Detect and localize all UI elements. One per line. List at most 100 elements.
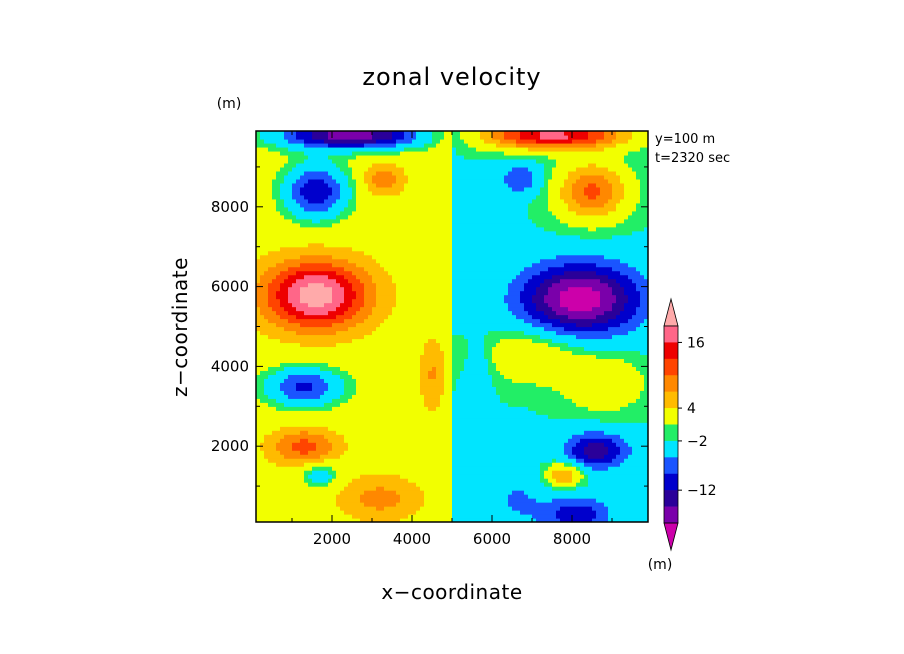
field-cell — [384, 498, 389, 503]
field-cell — [280, 194, 285, 200]
field-cell — [376, 382, 381, 387]
field-cell — [420, 178, 425, 184]
field-cell — [412, 458, 417, 463]
field-cell — [388, 506, 393, 511]
field-cell — [296, 362, 301, 367]
field-cell — [372, 302, 377, 308]
field-cell — [336, 486, 341, 491]
field-cell — [396, 494, 401, 499]
field-cell — [276, 182, 281, 188]
field-cell — [424, 382, 429, 387]
field-cell — [404, 238, 409, 244]
field-cell — [328, 314, 333, 320]
field-cell — [404, 174, 409, 180]
field-cell — [436, 498, 441, 503]
field-cell — [404, 194, 409, 200]
field-cell — [320, 282, 325, 288]
field-cell — [364, 162, 369, 168]
field-cell — [420, 222, 425, 228]
field-cell — [384, 482, 389, 487]
field-cell — [380, 326, 385, 332]
field-cell — [264, 474, 269, 479]
field-cell — [352, 394, 357, 399]
field-cell — [332, 258, 337, 264]
field-cell — [272, 158, 277, 164]
field-cell — [284, 274, 289, 280]
field-cell — [260, 158, 265, 164]
field-cell — [320, 502, 325, 507]
field-cell — [336, 402, 341, 407]
field-cell — [396, 218, 401, 224]
field-cell — [268, 190, 273, 196]
field-cell — [296, 310, 301, 316]
field-cell — [308, 210, 313, 216]
field-cell — [404, 338, 409, 344]
field-cell — [348, 334, 353, 340]
field-cell — [280, 274, 285, 280]
field-cell — [424, 402, 429, 407]
field-cell — [280, 502, 285, 507]
field-cell — [456, 498, 461, 503]
field-cell — [336, 414, 341, 419]
field-cell — [384, 258, 389, 264]
field-cell — [352, 334, 357, 340]
field-cell — [340, 162, 345, 168]
field-cell — [328, 158, 333, 164]
field-cell — [356, 362, 361, 367]
field-cell — [360, 382, 365, 387]
field-cell — [272, 210, 277, 216]
field-cell — [416, 150, 421, 156]
field-cell — [328, 222, 333, 228]
field-cell — [288, 158, 293, 164]
field-cell — [396, 270, 401, 276]
field-cell — [388, 290, 393, 296]
field-cell — [440, 402, 445, 407]
field-cell — [408, 450, 413, 455]
field-cell — [312, 474, 317, 479]
field-cell — [296, 170, 301, 176]
field-cell — [316, 466, 321, 471]
field-cell — [388, 210, 393, 216]
field-cell — [280, 342, 285, 348]
field-cell — [432, 462, 437, 467]
field-cell — [408, 270, 413, 276]
field-cell — [332, 466, 337, 471]
field-cell — [344, 242, 349, 248]
field-cell — [312, 190, 317, 196]
field-cell — [272, 278, 277, 284]
field-cell — [364, 202, 369, 208]
field-cell — [272, 338, 277, 344]
field-cell — [280, 310, 285, 316]
field-cell — [428, 362, 433, 367]
field-cell — [428, 274, 433, 280]
field-cell — [336, 470, 341, 475]
field-cell — [292, 262, 297, 268]
field-cell — [436, 510, 441, 515]
field-cell — [408, 370, 413, 375]
field-cell — [452, 234, 457, 240]
field-cell — [428, 162, 433, 168]
field-cell — [444, 314, 449, 320]
field-cell — [288, 354, 293, 360]
field-cell — [364, 322, 369, 328]
field-cell — [324, 198, 329, 204]
field-cell — [360, 346, 365, 352]
field-cell — [416, 446, 421, 451]
field-cell — [324, 146, 329, 152]
field-cell — [312, 494, 317, 499]
field-cell — [296, 198, 301, 204]
field-cell — [424, 502, 429, 507]
field-cell — [372, 258, 377, 264]
field-cell — [392, 482, 397, 487]
field-cell — [280, 410, 285, 415]
field-cell — [372, 430, 377, 435]
field-cell — [308, 338, 313, 344]
field-cell — [288, 438, 293, 443]
field-cell — [372, 474, 377, 479]
field-cell — [256, 474, 261, 479]
field-cell — [312, 150, 317, 156]
field-cell — [304, 370, 309, 375]
field-cell — [404, 342, 409, 348]
field-cell — [348, 378, 353, 383]
field-cell — [412, 202, 417, 208]
